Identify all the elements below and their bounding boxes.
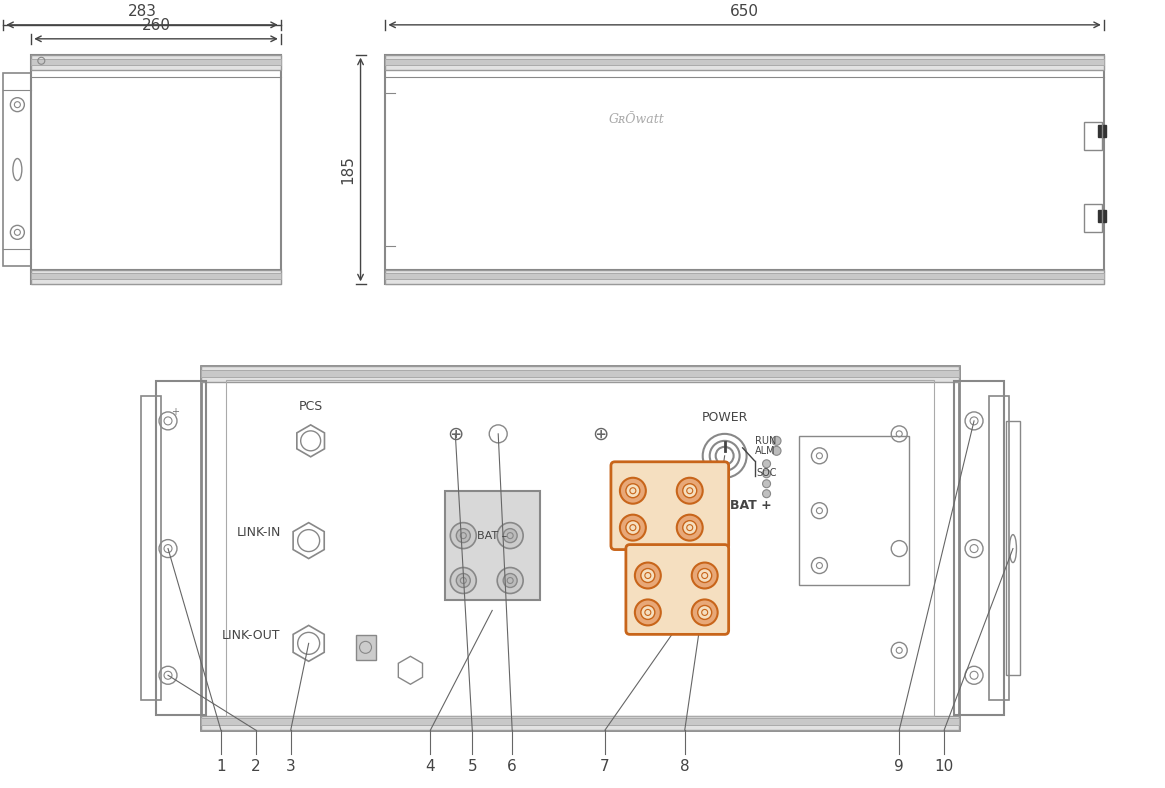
Circle shape <box>763 459 770 468</box>
Circle shape <box>641 605 655 619</box>
Bar <box>200 718 959 725</box>
Bar <box>386 270 1103 284</box>
Circle shape <box>692 563 718 589</box>
Text: 5: 5 <box>467 759 478 774</box>
Text: ⊕: ⊕ <box>447 425 464 444</box>
Circle shape <box>763 489 770 498</box>
Text: ALM: ALM <box>755 446 775 455</box>
Circle shape <box>457 574 471 588</box>
Bar <box>355 635 375 660</box>
FancyBboxPatch shape <box>610 462 728 549</box>
Text: 1: 1 <box>216 759 226 774</box>
Text: 3: 3 <box>285 759 296 774</box>
Text: 8: 8 <box>680 759 690 774</box>
Bar <box>200 370 959 377</box>
Text: 7: 7 <box>600 759 609 774</box>
Text: 4: 4 <box>425 759 436 774</box>
Bar <box>156 381 206 716</box>
Text: 650: 650 <box>730 4 760 19</box>
Bar <box>31 273 281 279</box>
Circle shape <box>692 600 718 626</box>
Bar <box>1083 121 1102 150</box>
Bar <box>386 59 1103 65</box>
Bar <box>799 436 909 585</box>
Circle shape <box>698 605 712 619</box>
Circle shape <box>635 563 661 589</box>
Bar <box>31 59 281 65</box>
Text: POWER: POWER <box>701 411 748 424</box>
Bar <box>200 366 959 382</box>
Text: 9: 9 <box>895 759 904 774</box>
Bar <box>141 396 161 701</box>
Text: ⊕: ⊕ <box>592 425 608 444</box>
Text: GʀŌwatt: GʀŌwatt <box>609 113 665 125</box>
Bar <box>200 716 959 730</box>
Bar <box>445 491 541 600</box>
Bar <box>1083 204 1102 232</box>
FancyBboxPatch shape <box>626 545 728 634</box>
Circle shape <box>620 515 645 541</box>
Circle shape <box>677 515 702 541</box>
Text: SOC: SOC <box>756 468 777 478</box>
Text: PCS: PCS <box>298 400 323 413</box>
Circle shape <box>763 480 770 488</box>
Bar <box>1005 421 1019 675</box>
Circle shape <box>503 529 517 543</box>
Circle shape <box>497 567 523 593</box>
Text: 185: 185 <box>340 155 355 184</box>
Circle shape <box>763 470 770 478</box>
Bar <box>3 72 31 266</box>
Bar <box>989 396 1009 701</box>
Bar <box>386 55 1103 70</box>
Bar <box>386 55 1103 284</box>
Circle shape <box>451 522 476 548</box>
Bar <box>31 55 281 70</box>
Circle shape <box>626 484 640 498</box>
Text: BAT +: BAT + <box>729 499 771 512</box>
Text: LINK-OUT: LINK-OUT <box>223 629 281 642</box>
Circle shape <box>772 437 781 445</box>
Text: BAT –: BAT – <box>478 530 507 541</box>
Circle shape <box>677 478 702 504</box>
Bar <box>200 366 959 730</box>
Circle shape <box>635 600 661 626</box>
Bar <box>386 273 1103 279</box>
Bar <box>1097 210 1106 222</box>
Text: 2: 2 <box>250 759 261 774</box>
Text: 283: 283 <box>128 4 156 19</box>
Text: 260: 260 <box>141 18 170 33</box>
Circle shape <box>683 521 697 534</box>
Text: 6: 6 <box>507 759 517 774</box>
Circle shape <box>497 522 523 548</box>
Bar <box>1097 125 1106 136</box>
Circle shape <box>626 521 640 534</box>
Circle shape <box>698 568 712 582</box>
Circle shape <box>683 484 697 498</box>
Text: 10: 10 <box>934 759 954 774</box>
Circle shape <box>451 567 476 593</box>
Circle shape <box>457 529 471 543</box>
Text: +: + <box>171 407 179 417</box>
Circle shape <box>772 446 781 455</box>
Circle shape <box>620 478 645 504</box>
Bar <box>31 270 281 284</box>
Bar <box>954 381 1004 716</box>
Circle shape <box>503 574 517 588</box>
Bar <box>31 55 281 284</box>
Text: LINK-IN: LINK-IN <box>236 526 281 539</box>
Text: RUN: RUN <box>755 436 776 446</box>
Bar <box>226 380 934 716</box>
Circle shape <box>641 568 655 582</box>
